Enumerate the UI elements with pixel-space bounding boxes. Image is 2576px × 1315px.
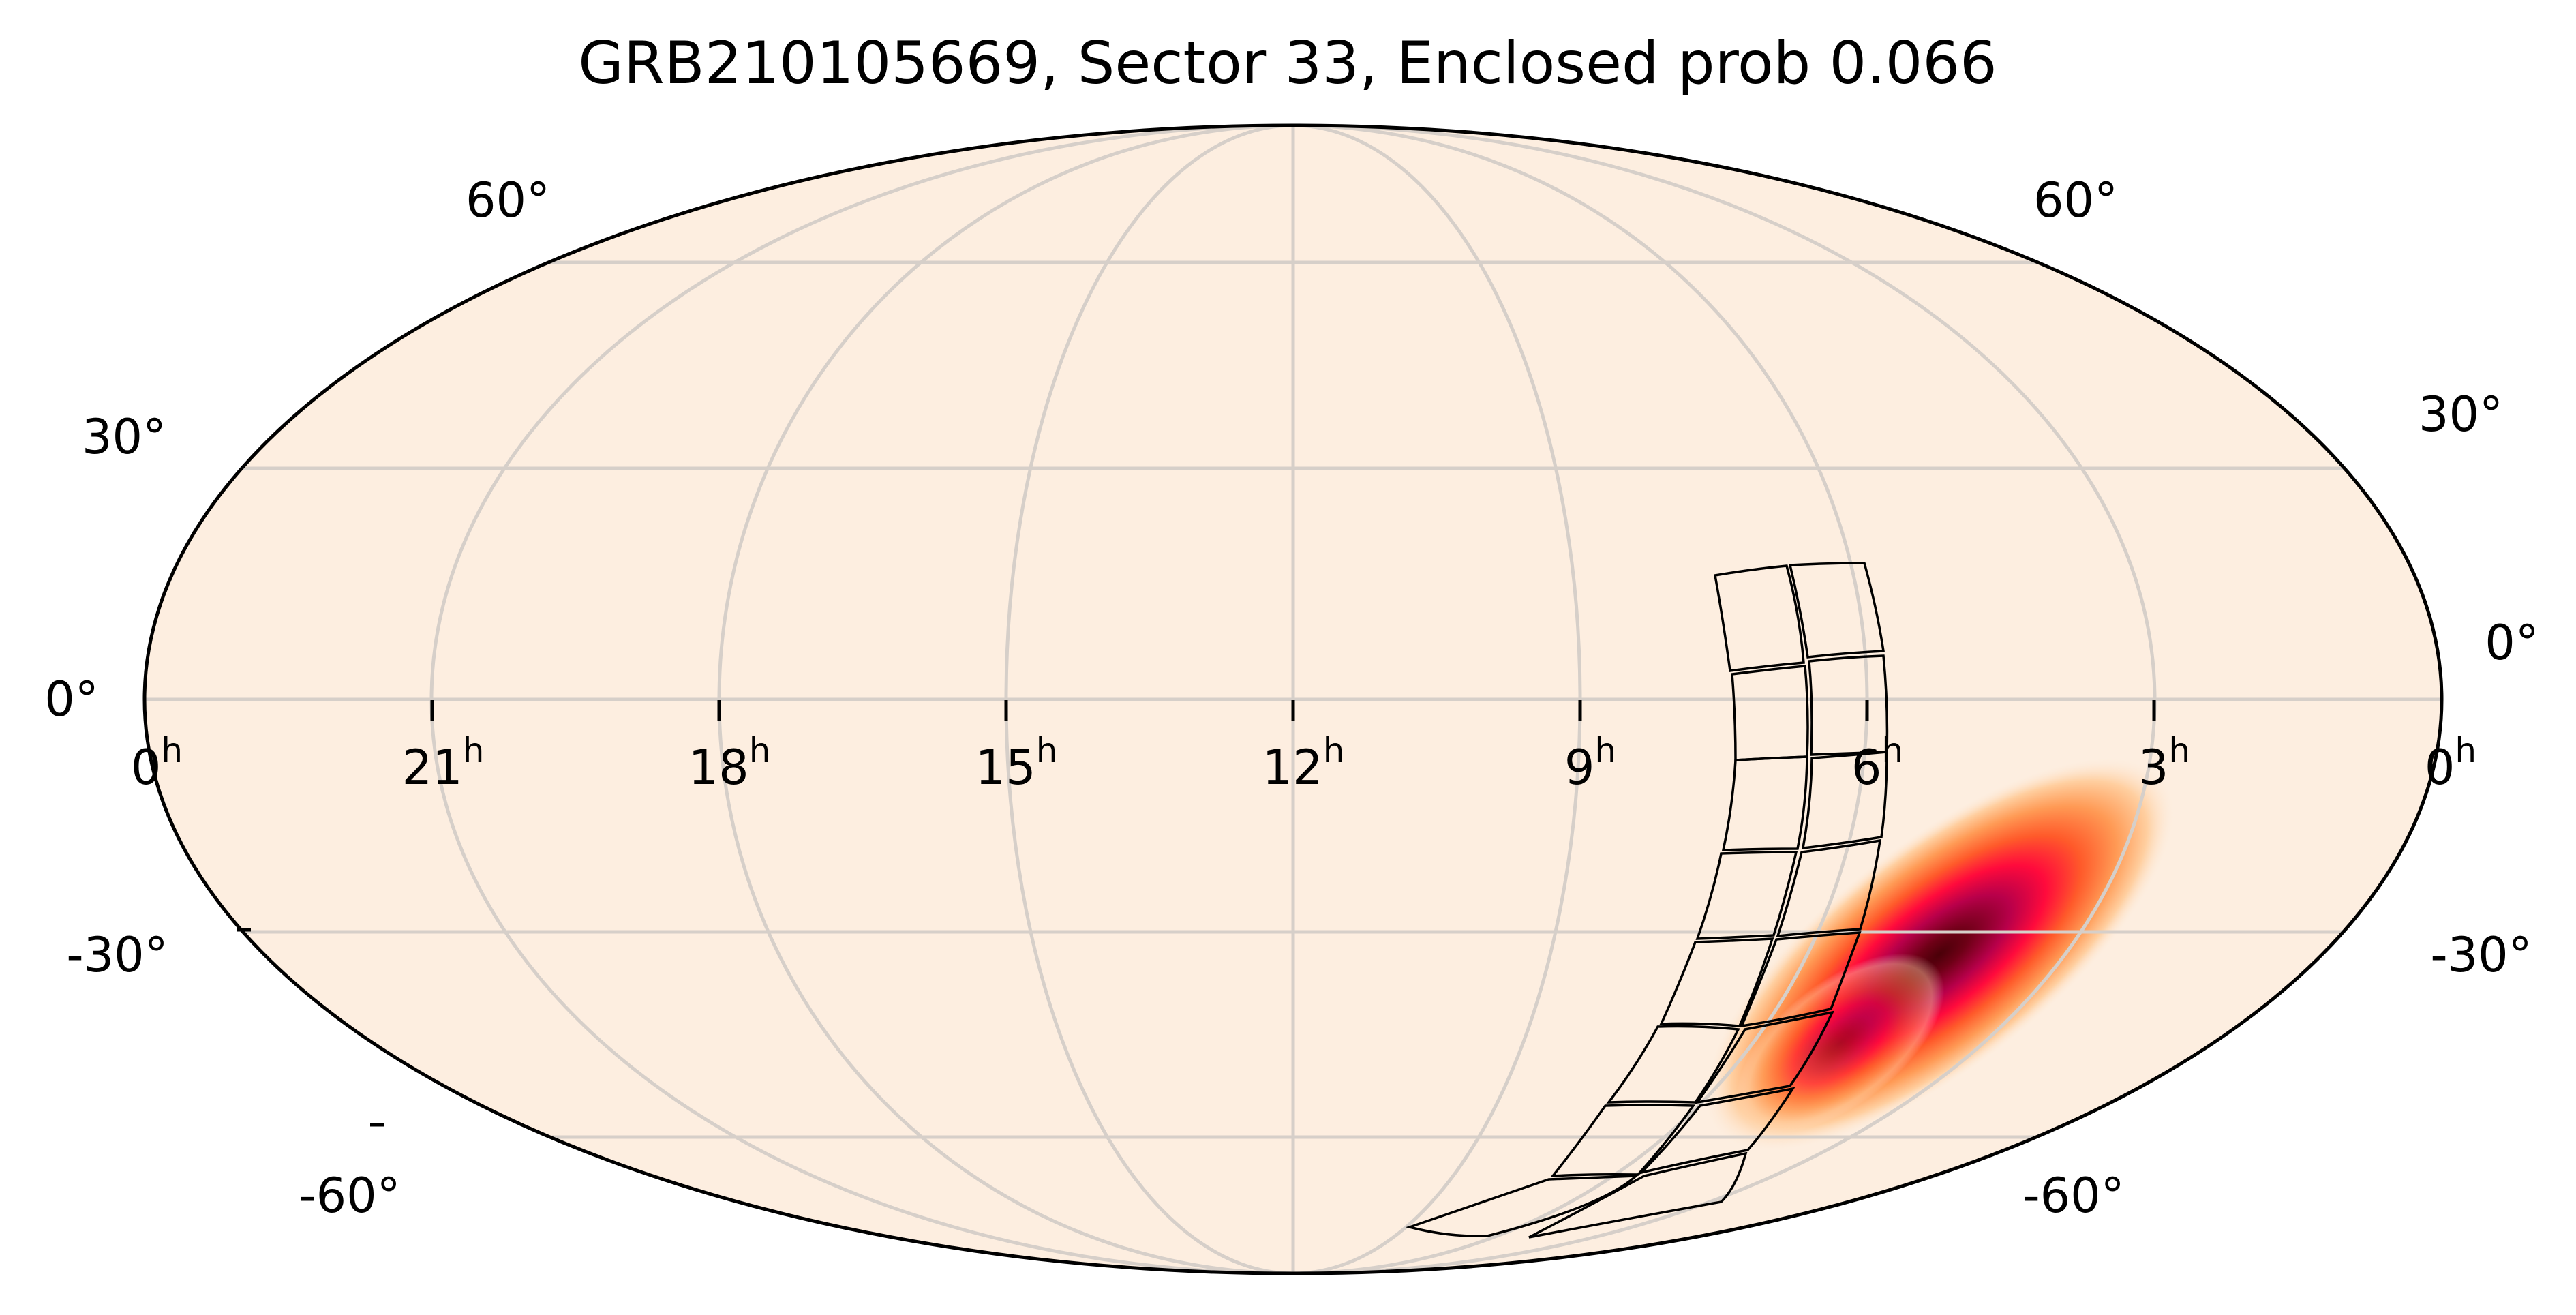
ra-label-3h: 3h [2138,731,2190,796]
dec-label-0-right: 0° [2485,615,2539,671]
ra-label-18h: 18h [688,731,771,796]
ccd-cell [1776,838,1882,938]
ccd-cell [1606,1025,1740,1104]
ra-label-21h: 21h [402,731,485,796]
ccd-cell [1405,1175,1639,1237]
probability-heatmap [1703,757,2176,1152]
ccd-cell [1740,931,1862,1028]
ra-label-15h: 15h [975,731,1058,796]
tess-footprint [1405,562,1889,1239]
ccd-cell [1695,1010,1835,1104]
ccd-cell [1801,751,1888,850]
dec-tick-labels-left: 60° 30° 0° -30° -60° [44,172,550,1224]
dec-label-0-left: 0° [44,671,99,727]
dec-label-minus60-right: -60° [2022,1168,2124,1224]
chart-title: GRB210105669, Sector 33, Enclosed prob 0… [578,29,1997,97]
ra-label-6h: 6h [1851,731,1903,796]
ccd-cell [1721,755,1808,851]
ccd-cell [1637,1087,1795,1175]
ccd-cell [1713,564,1805,672]
dec-label-60-right: 60° [2033,172,2118,228]
ra-label-12h: 12h [1262,731,1345,796]
ra-tick-labels: 0h 21h 18h 15h 12h 9h 6h 3h 0h [131,731,2476,796]
ccd-cell [1788,562,1885,659]
ra-label-0h-right: 0h [2425,731,2476,796]
ccd-cell [1659,937,1774,1027]
dec-label-30-left: 30° [82,409,166,465]
ra-ticks [430,700,2156,721]
dec-label-minus30-left: -30° [66,927,168,983]
dec-ticks [237,928,384,1127]
ccd-cell [1550,1104,1696,1177]
ra-label-0h-left: 0h [131,731,183,796]
ra-label-9h: 9h [1564,731,1616,796]
dec-label-minus60-left: -60° [299,1168,400,1224]
dec-tick-labels-right: 60° 30° 0° -30° -60° [2022,172,2539,1224]
ccd-cell [1695,851,1798,940]
sky-outline [142,123,2444,1275]
ccd-cell [1528,1151,1748,1239]
dec-label-60-left: 60° [466,172,550,228]
dec-label-30-right: 30° [2419,387,2503,442]
dec-label-minus30-right: -30° [2430,927,2532,983]
